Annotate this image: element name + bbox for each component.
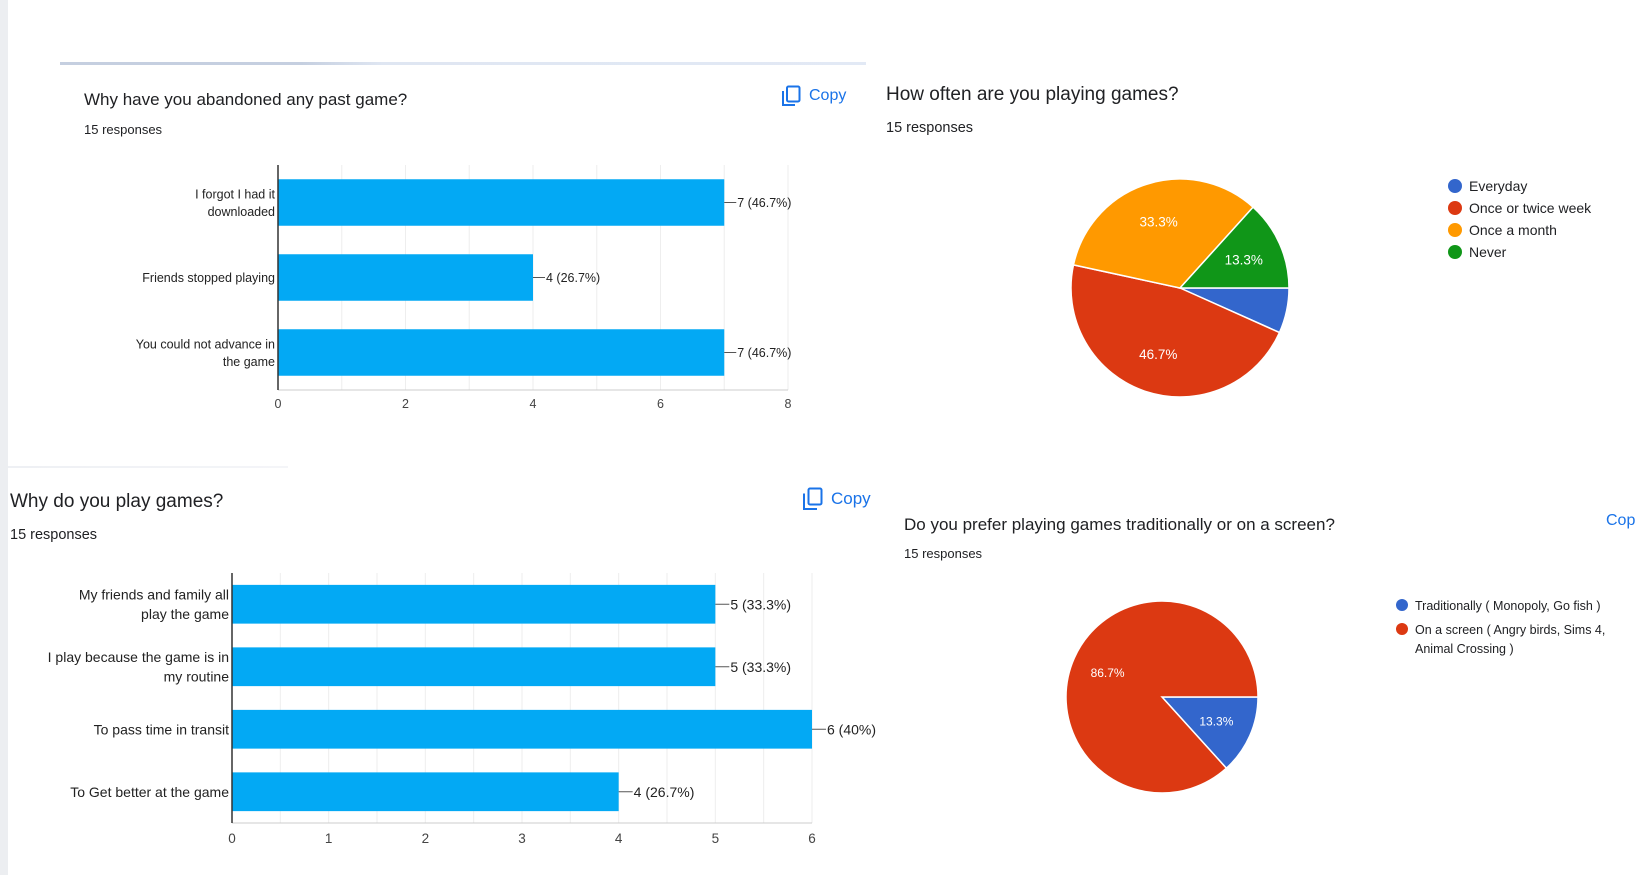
pie-chart-frequency: 46.7% 33.3% 13.3% [1070, 178, 1290, 398]
data-label: 6 (40%) [827, 721, 876, 737]
legend-item[interactable]: Never [1448, 244, 1591, 260]
legend-label: On a screen ( Angry birds, Sims 4, Anima… [1415, 623, 1606, 656]
data-label: 7 (46.7%) [737, 196, 791, 210]
copy-icon [803, 487, 823, 510]
bar[interactable] [232, 647, 716, 687]
response-count: 15 responses [904, 546, 983, 561]
bar-chart-abandoned: 0 2 4 6 8 7 (46.7%) I forgot I had it downloade… [136, 165, 792, 411]
x-tick-label: 2 [422, 831, 430, 846]
data-label: 5 (33.3%) [730, 659, 791, 675]
response-count: 15 responses [886, 120, 974, 136]
category-label: I forgot I had it downloaded [195, 187, 275, 219]
copy-button[interactable]: Copy [802, 487, 871, 511]
card-separator [8, 466, 288, 468]
category-label: To Get better at the game [70, 784, 229, 800]
slice-label: 46.7% [1139, 347, 1177, 362]
copy-button-label: Copy [1606, 512, 1635, 529]
x-tick-label: 6 [808, 831, 816, 846]
copy-button[interactable]: Copy [1598, 510, 1635, 532]
category-label: You could not advance in the game [136, 337, 275, 369]
legend-swatch [1448, 223, 1462, 237]
response-count: 15 responses [10, 527, 98, 543]
legend-label: Traditionally ( Monopoly, Go fish ) [1415, 599, 1601, 613]
slice-label: 86.7% [1091, 666, 1125, 680]
bar-chart-why-play: 0 1 2 3 4 5 6 5 (33.3%) My friends and family al… [48, 573, 876, 846]
data-label: 7 (46.7%) [737, 346, 791, 360]
category-label: My friends and family all play the game [79, 586, 229, 622]
data-label: 4 (26.7%) [546, 271, 600, 285]
pie-slice[interactable] [1070, 263, 1281, 398]
legend-item[interactable]: Traditionally ( Monopoly, Go fish ) [1396, 597, 1626, 616]
bar[interactable] [232, 709, 812, 749]
chart-legend: Everyday Once or twice week Once a month Ne… [1448, 178, 1591, 266]
chart-legend: Traditionally ( Monopoly, Go fish ) On a … [1396, 597, 1626, 664]
legend-swatch [1396, 599, 1408, 611]
legend-item[interactable]: On a screen ( Angry birds, Sims 4, Anima… [1396, 621, 1626, 659]
legend-item[interactable]: Everyday [1448, 178, 1591, 194]
bar[interactable] [278, 179, 725, 226]
question-title: Why have you abandoned any past game? [84, 90, 408, 109]
legend-item[interactable]: Once a month [1448, 222, 1591, 238]
pie-slice[interactable] [1178, 206, 1290, 289]
legend-label: Once or twice week [1469, 200, 1592, 216]
x-tick-label: 1 [325, 831, 333, 846]
slice-label: 33.3% [1140, 214, 1178, 229]
x-tick-label: 5 [712, 831, 720, 846]
x-tick-label: 2 [402, 397, 409, 411]
question-title: Do you prefer playing games traditionall… [904, 515, 1335, 534]
x-tick-label: 4 [530, 397, 537, 411]
page-left-edge [0, 0, 8, 875]
question-title: Why do you play games? [10, 491, 224, 512]
pie-slice[interactable] [1065, 600, 1259, 794]
copy-button-label: Copy [809, 87, 847, 104]
x-tick-label: 0 [275, 397, 282, 411]
legend-swatch [1448, 179, 1462, 193]
x-tick-label: 6 [657, 397, 664, 411]
pie-slice[interactable] [1160, 696, 1259, 770]
bar[interactable] [278, 254, 533, 301]
category-label: Friends stopped playing [142, 271, 275, 285]
pie-slice[interactable] [1072, 178, 1255, 289]
legend-swatch [1396, 623, 1408, 635]
legend-swatch [1448, 201, 1462, 215]
card-top-border [60, 62, 866, 65]
question-title: How often are you playing games? [886, 84, 1179, 105]
legend-label: Once a month [1469, 222, 1557, 238]
response-count: 15 responses [84, 122, 163, 137]
bar[interactable] [232, 584, 716, 624]
legend-label: Everyday [1469, 178, 1528, 194]
data-label: 5 (33.3%) [730, 596, 791, 612]
data-label: 4 (26.7%) [634, 784, 695, 800]
copy-button-label: Copy [831, 489, 871, 508]
x-tick-label: 0 [228, 831, 236, 846]
category-label: I play because the game is in my routine [48, 649, 230, 685]
slice-label: 13.3% [1199, 714, 1233, 728]
slice-label: 13.3% [1225, 252, 1263, 267]
copy-icon [782, 85, 801, 106]
copy-button[interactable]: Copy [781, 85, 846, 107]
pie-chart-preference: 13.3% 86.7% [1065, 600, 1259, 794]
bar[interactable] [232, 772, 619, 812]
x-tick-label: 8 [785, 397, 792, 411]
legend-swatch [1448, 245, 1462, 259]
legend-label: Never [1469, 244, 1507, 260]
legend-item[interactable]: Once or twice week [1448, 200, 1591, 216]
x-tick-label: 3 [518, 831, 526, 846]
x-tick-label: 4 [615, 831, 623, 846]
category-label: To pass time in transit [94, 721, 229, 737]
bar[interactable] [278, 329, 725, 376]
